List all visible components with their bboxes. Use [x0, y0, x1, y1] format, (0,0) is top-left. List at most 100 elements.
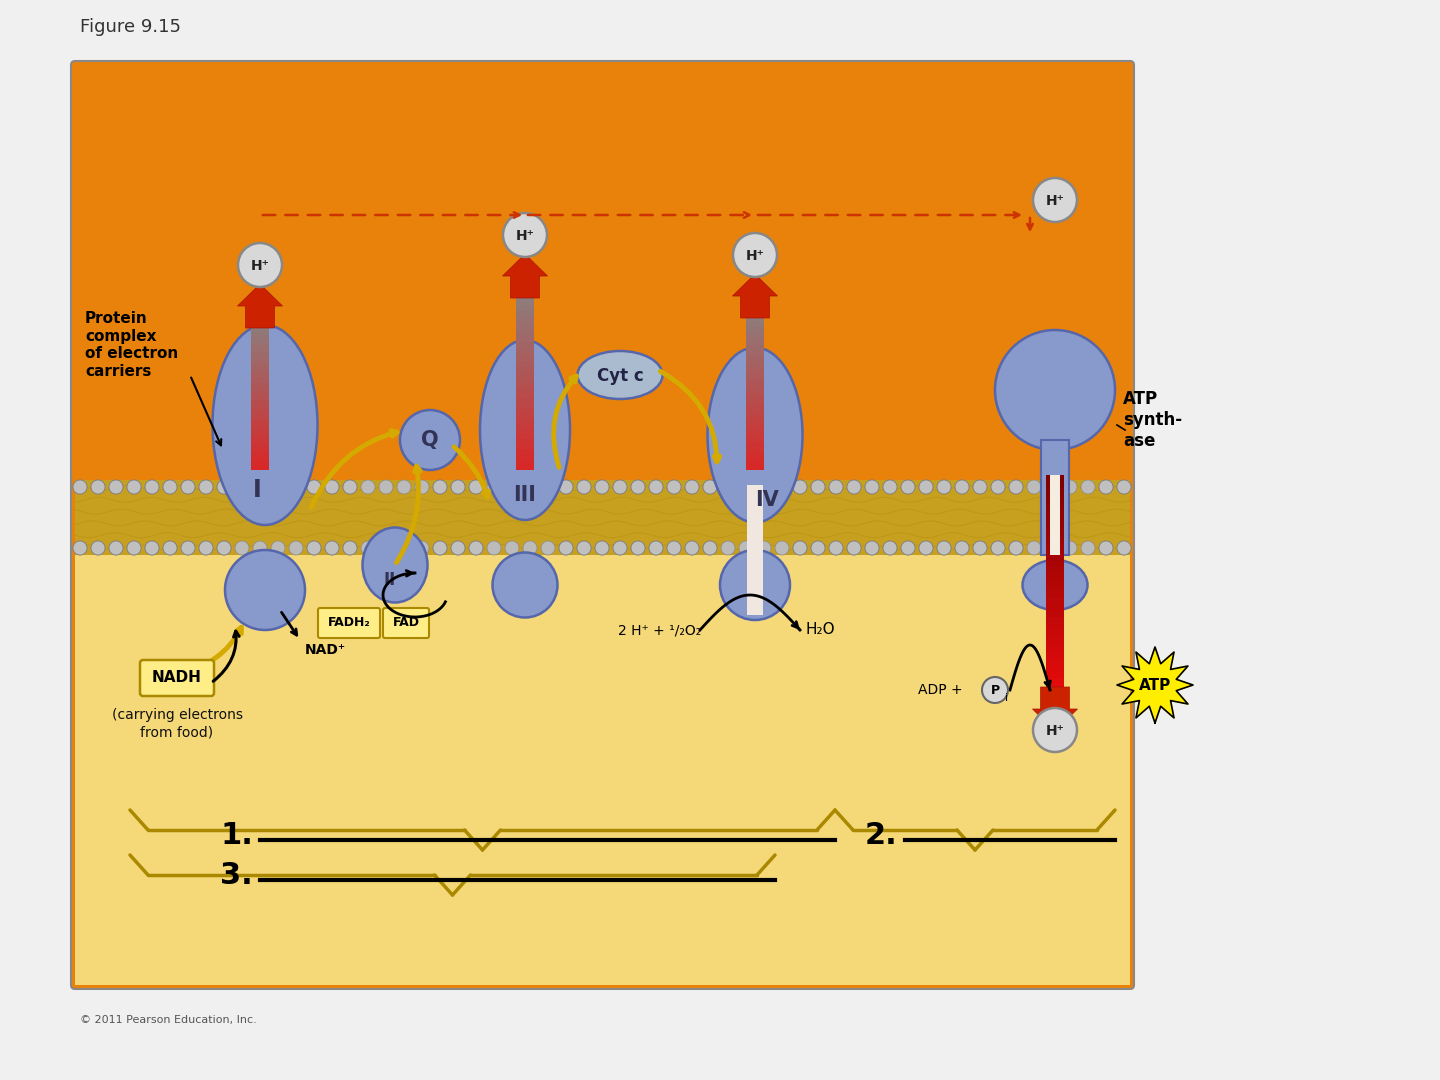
Text: H₂O: H₂O [805, 622, 835, 637]
FancyArrow shape [503, 254, 547, 298]
Circle shape [703, 480, 717, 494]
Bar [516, 434, 534, 440]
Bar [746, 410, 765, 415]
Circle shape [433, 480, 446, 494]
Circle shape [271, 480, 285, 494]
Circle shape [559, 480, 573, 494]
Text: I: I [252, 478, 262, 502]
Text: H⁺: H⁺ [516, 229, 534, 243]
Circle shape [865, 541, 878, 555]
Text: Cyt c: Cyt c [596, 367, 644, 384]
Bar [251, 369, 269, 374]
Circle shape [181, 541, 194, 555]
Bar [516, 270, 534, 275]
Circle shape [1032, 178, 1077, 222]
Circle shape [145, 480, 158, 494]
Circle shape [505, 541, 518, 555]
Text: ADP +: ADP + [917, 683, 962, 697]
Bar [251, 387, 269, 392]
Bar [251, 313, 269, 318]
Circle shape [1009, 541, 1022, 555]
Circle shape [415, 541, 429, 555]
Circle shape [865, 541, 878, 555]
Bar [251, 396, 269, 401]
Bar [516, 326, 534, 332]
Circle shape [343, 480, 357, 494]
Circle shape [91, 541, 105, 555]
Circle shape [253, 541, 266, 555]
Circle shape [505, 480, 518, 494]
Text: from food): from food) [141, 725, 213, 739]
Bar [1045, 690, 1064, 697]
Bar [1045, 703, 1064, 708]
Circle shape [937, 541, 950, 555]
Text: IV: IV [755, 490, 779, 510]
Bar [746, 350, 765, 354]
Bar [516, 419, 534, 423]
Circle shape [811, 541, 825, 555]
Bar [1045, 530, 1064, 537]
Circle shape [829, 480, 842, 494]
Circle shape [667, 480, 681, 494]
Text: Protein
complex
of electron
carriers: Protein complex of electron carriers [85, 311, 179, 379]
Circle shape [217, 480, 230, 494]
Circle shape [163, 480, 177, 494]
Ellipse shape [492, 553, 557, 618]
Bar [75, 555, 1130, 985]
FancyArrow shape [1032, 687, 1077, 731]
Circle shape [145, 541, 158, 555]
Bar [1045, 665, 1064, 672]
Circle shape [199, 541, 213, 555]
Bar [1045, 482, 1064, 487]
Bar [746, 332, 765, 336]
Circle shape [955, 480, 969, 494]
Circle shape [433, 541, 446, 555]
Bar [251, 453, 269, 457]
Bar [1045, 708, 1064, 715]
Circle shape [995, 330, 1115, 450]
Circle shape [865, 480, 878, 494]
Bar [1041, 440, 1068, 555]
Bar [1045, 500, 1064, 505]
Text: H⁺: H⁺ [1045, 724, 1064, 738]
Text: 2.: 2. [865, 821, 897, 850]
Circle shape [883, 541, 897, 555]
Circle shape [163, 541, 177, 555]
Bar [746, 322, 765, 327]
Bar [1045, 647, 1064, 653]
Bar [251, 378, 269, 382]
Circle shape [1081, 541, 1094, 555]
Circle shape [361, 541, 374, 555]
Circle shape [397, 480, 410, 494]
Text: II: II [384, 571, 396, 589]
Bar [1045, 505, 1064, 512]
Circle shape [379, 541, 393, 555]
Bar [251, 405, 269, 409]
Circle shape [1009, 480, 1022, 494]
Circle shape [703, 480, 717, 494]
Bar [746, 419, 765, 423]
Circle shape [433, 480, 446, 494]
Circle shape [253, 480, 266, 494]
FancyBboxPatch shape [318, 608, 380, 638]
Bar [746, 423, 765, 429]
Circle shape [991, 541, 1005, 555]
Circle shape [307, 541, 321, 555]
Circle shape [739, 480, 753, 494]
Circle shape [73, 541, 86, 555]
Bar [516, 357, 534, 362]
Bar [516, 460, 534, 464]
Bar [746, 373, 765, 378]
FancyArrow shape [238, 284, 282, 328]
Bar [746, 392, 765, 396]
Circle shape [1099, 541, 1113, 555]
Circle shape [181, 480, 194, 494]
Circle shape [613, 480, 626, 494]
Bar [516, 393, 534, 399]
Circle shape [559, 480, 573, 494]
Circle shape [73, 541, 86, 555]
Text: H⁺: H⁺ [1045, 194, 1064, 208]
Bar [746, 401, 765, 405]
Bar [516, 280, 534, 285]
Bar [1045, 487, 1064, 494]
